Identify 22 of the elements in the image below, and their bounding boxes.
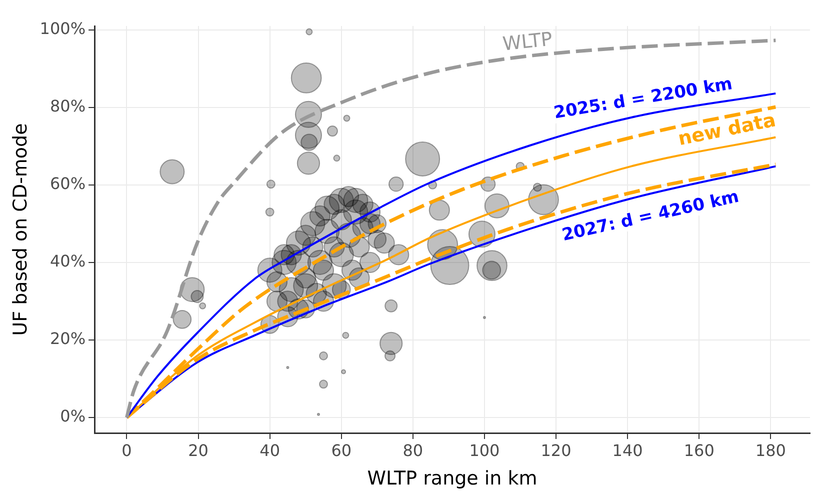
y-axis-title: UF based on CD-mode (9, 123, 32, 336)
y-tick-label: 0% (60, 406, 86, 426)
text: 2025: d = 2200 km (552, 74, 734, 124)
x-tick-label: 140 (612, 440, 643, 460)
x-tick-label: 80 (402, 440, 424, 460)
text: new data (676, 109, 778, 150)
x-tick-label: 120 (540, 440, 572, 460)
x-tick-label: 60 (331, 440, 352, 460)
y-tick-label: 40% (50, 252, 86, 271)
x-tick-label: 0 (122, 440, 132, 460)
text: WLTP (502, 28, 554, 56)
y-tick-label: 80% (50, 96, 86, 116)
y-tick-label: 60% (50, 174, 86, 194)
x-tick-label: 100 (469, 440, 500, 460)
y-tick-label: 20% (50, 329, 86, 348)
text: 2027: d = 4260 km (560, 186, 741, 246)
y-tick-label: 100% (40, 19, 86, 38)
x-tick-label: 180 (755, 440, 786, 460)
x-tick-label: 160 (684, 440, 714, 460)
x-tick-label: 40 (260, 440, 280, 460)
x-axis-title: WLTP range in km (367, 468, 538, 490)
x-tick-label: 20 (188, 440, 208, 460)
